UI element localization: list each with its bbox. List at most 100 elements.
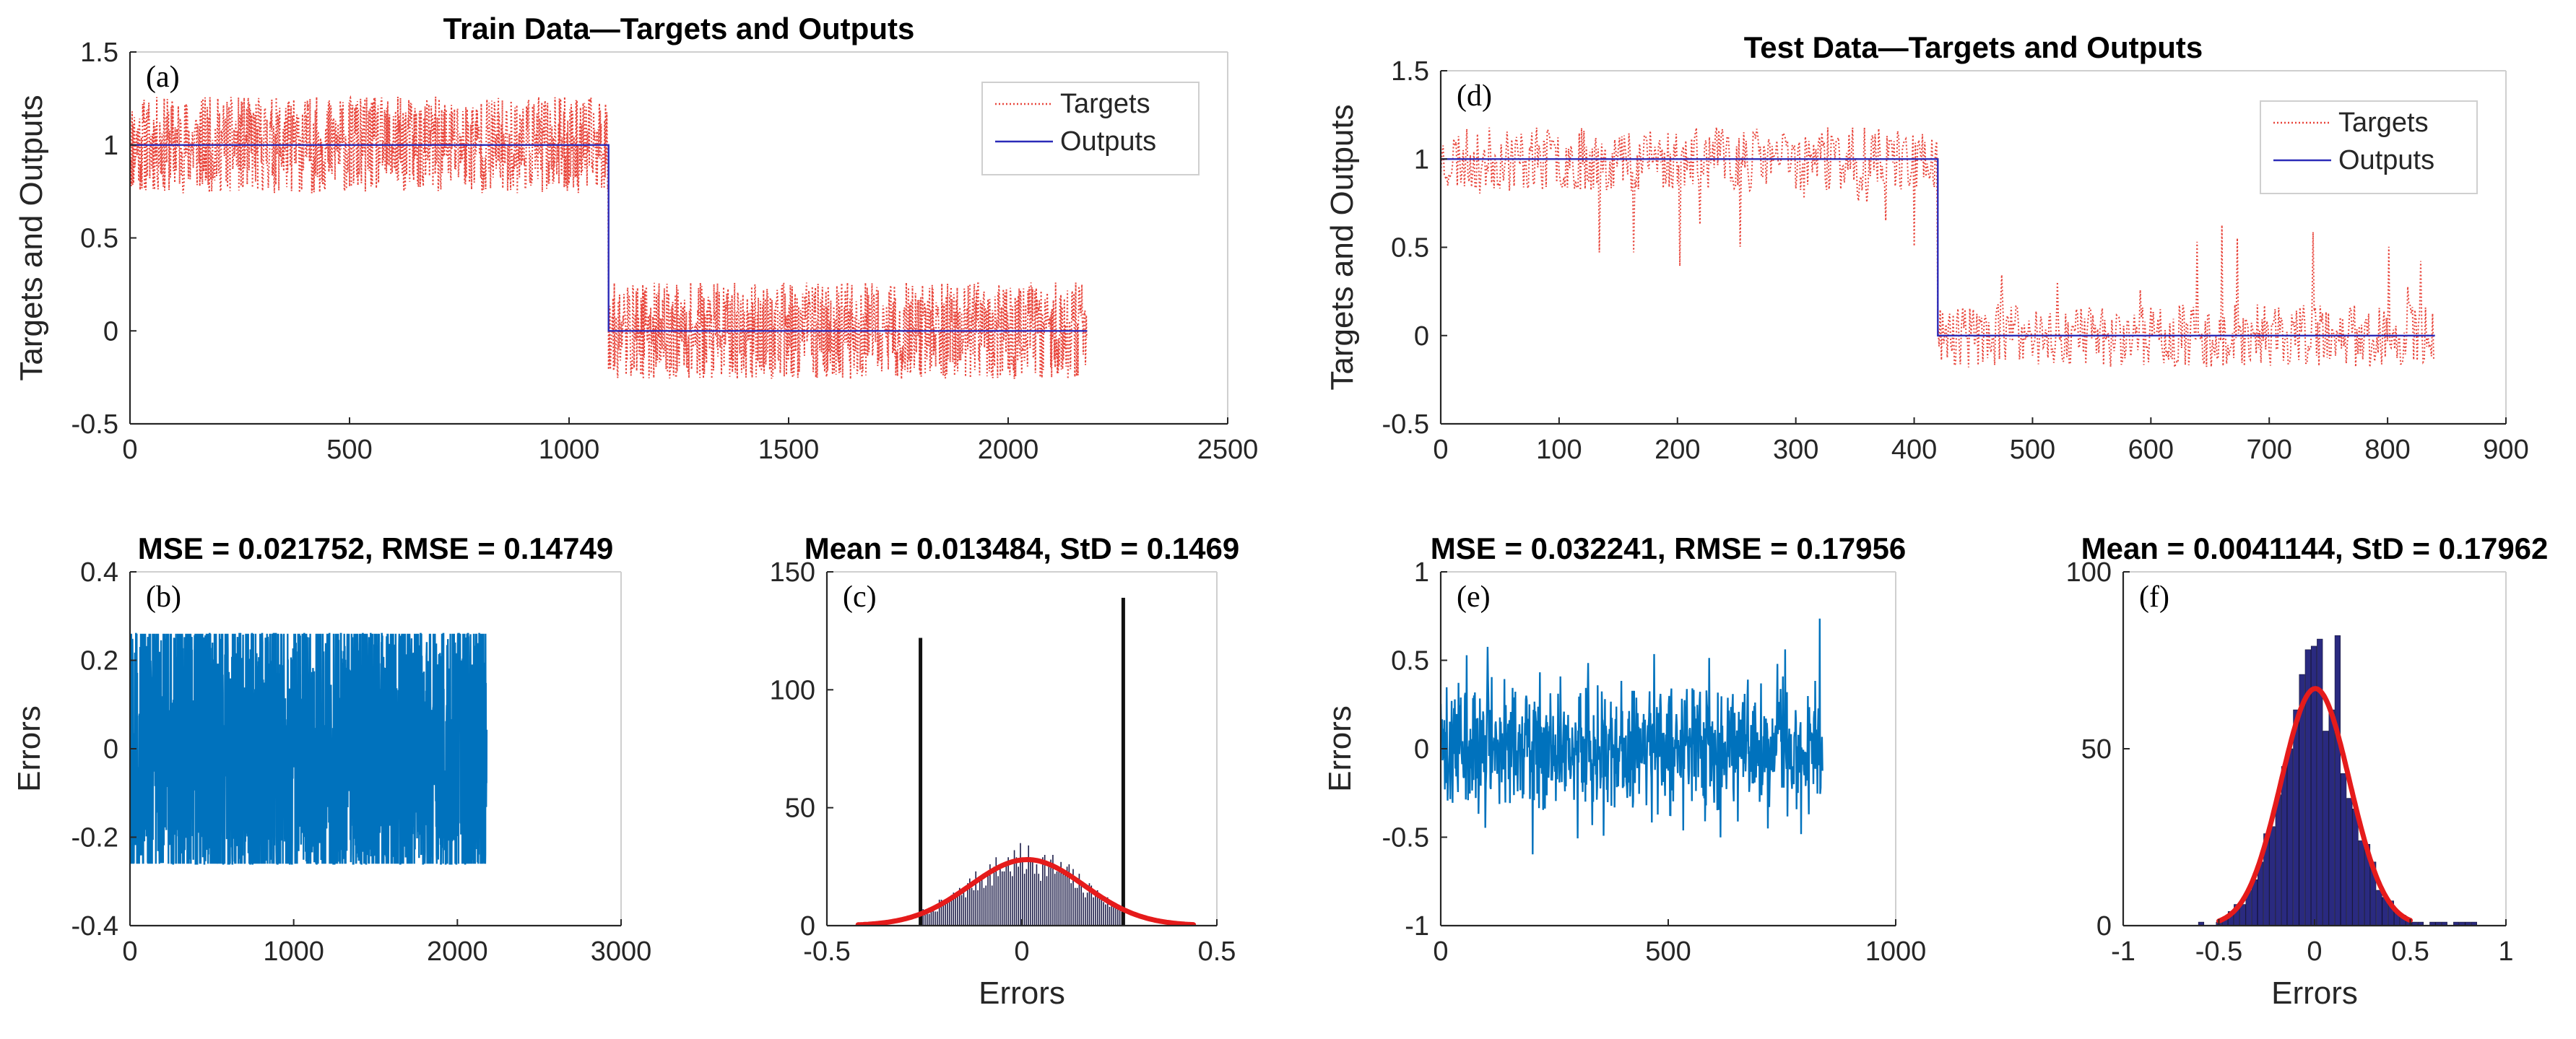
histogram-bar bbox=[2287, 748, 2294, 926]
histogram-bar bbox=[997, 876, 999, 926]
histogram-bar bbox=[2358, 840, 2364, 926]
histogram-bar bbox=[2352, 809, 2359, 926]
plot-content bbox=[2198, 635, 2477, 926]
histogram-bar bbox=[1032, 861, 1033, 926]
y-tick-label: 0 bbox=[103, 734, 118, 765]
histogram-bar bbox=[1023, 874, 1025, 926]
histogram-bar bbox=[1080, 880, 1083, 926]
histogram-bar bbox=[1046, 876, 1048, 926]
histogram-bar bbox=[977, 890, 979, 926]
panel-tag: (e) bbox=[1457, 581, 1491, 614]
histogram-bar bbox=[2341, 773, 2347, 926]
x-tick-label: 0 bbox=[1014, 936, 1029, 967]
histogram-bar bbox=[2328, 709, 2335, 926]
x-tick-label: -0.5 bbox=[803, 936, 850, 967]
y-axis-label: Targets and Outputs bbox=[14, 95, 49, 381]
y-tick-label: -0.5 bbox=[1382, 409, 1429, 440]
x-tick-label: 2000 bbox=[978, 435, 1039, 465]
histogram-bar bbox=[932, 909, 934, 926]
histogram-bar bbox=[1044, 855, 1046, 926]
chart-title: Test Data—Targets and Outputs bbox=[1744, 30, 2203, 64]
histogram-bar bbox=[955, 897, 956, 926]
y-tick-label: -0.2 bbox=[71, 823, 118, 853]
y-tick-label: 1 bbox=[1414, 144, 1429, 175]
histogram-bar bbox=[2323, 731, 2329, 926]
legend-box bbox=[981, 82, 1200, 175]
histogram-bar bbox=[1010, 871, 1011, 926]
histogram-bar bbox=[2281, 766, 2288, 926]
histogram-bar bbox=[1070, 883, 1072, 926]
y-tick-label: -1 bbox=[1405, 911, 1429, 942]
histogram-bar bbox=[940, 900, 942, 926]
y-tick-label: 0 bbox=[800, 911, 815, 942]
x-tick-label: 700 bbox=[2247, 435, 2292, 465]
histogram-bar bbox=[1098, 897, 1101, 926]
panel-tag: (f) bbox=[2139, 581, 2169, 614]
histogram-bar bbox=[1005, 864, 1007, 926]
histogram-bar bbox=[957, 895, 958, 926]
y-tick-label: 1 bbox=[103, 131, 118, 161]
histogram-bar bbox=[1042, 857, 1044, 926]
chart-title: Mean = 0.0041144, StD = 0.17962 bbox=[2081, 531, 2549, 565]
panel-d: 0 100 200 300 400 500 600 700 800 900-0.500.511.5… bbox=[1324, 30, 2529, 465]
histogram-bar bbox=[1052, 855, 1054, 926]
x-tick-label: 500 bbox=[2010, 435, 2055, 465]
histogram-bar bbox=[1058, 866, 1060, 926]
histogram-bar bbox=[1040, 880, 1041, 926]
histogram-bar bbox=[979, 880, 981, 926]
histogram-bar bbox=[1028, 845, 1030, 926]
histogram-bar bbox=[2317, 638, 2323, 926]
legend-label-outputs: Outputs bbox=[2338, 145, 2434, 175]
series-errors-line bbox=[1441, 618, 1823, 855]
series-errors-line bbox=[130, 632, 488, 865]
histogram-bar bbox=[1095, 895, 1096, 926]
x-tick-label: 600 bbox=[2128, 435, 2174, 465]
x-tick-label: 500 bbox=[326, 435, 372, 465]
y-tick-label: 150 bbox=[770, 557, 815, 588]
panel-tag: (c) bbox=[843, 581, 877, 614]
panel-b: 0 1000 2000 3000 -0.4 -0.2 0 0.2 0.4 MSE = 0.0217… bbox=[12, 531, 651, 967]
histogram-bar bbox=[971, 887, 973, 926]
x-tick-label: 500 bbox=[1645, 936, 1691, 967]
histogram-bar bbox=[1003, 871, 1005, 926]
y-tick-label: 1 bbox=[1414, 557, 1429, 588]
histogram-bar bbox=[1072, 869, 1074, 926]
histogram-bar bbox=[1086, 892, 1088, 926]
y-tick-label: 0.2 bbox=[80, 646, 118, 677]
histogram-bar bbox=[1113, 902, 1114, 926]
histogram-bar bbox=[1038, 874, 1040, 926]
x-tick-label: 800 bbox=[2364, 435, 2410, 465]
y-tick-label: -0.4 bbox=[71, 911, 118, 942]
histogram-bar bbox=[1015, 857, 1018, 926]
histogram-bar bbox=[1018, 866, 1019, 926]
y-tick-label: 0.5 bbox=[1391, 646, 1429, 677]
x-tick-label: 0.5 bbox=[2391, 936, 2429, 967]
x-axis-label: Errors bbox=[979, 975, 1065, 1011]
histogram-bar bbox=[958, 887, 960, 926]
histogram-bar bbox=[1064, 874, 1066, 926]
histogram-bar bbox=[1078, 874, 1080, 926]
legend-label-outputs: Outputs bbox=[1060, 126, 1156, 157]
y-tick-label: 1.5 bbox=[1391, 56, 1429, 87]
x-tick-label: -0.5 bbox=[2195, 936, 2242, 967]
histogram-bar bbox=[981, 878, 983, 926]
x-tick-label: 400 bbox=[1891, 435, 1937, 465]
histogram-bar bbox=[2304, 649, 2311, 926]
panel-tag: (d) bbox=[1457, 79, 1492, 113]
x-tick-label: 200 bbox=[1655, 435, 1700, 465]
x-tick-label: -1 bbox=[2111, 936, 2135, 967]
histogram-bar bbox=[1083, 892, 1084, 926]
histogram-bar bbox=[973, 890, 975, 926]
histogram-bar bbox=[1048, 864, 1050, 926]
normal-fit-curve bbox=[2216, 686, 2413, 924]
legend-label-targets: Targets bbox=[2338, 108, 2429, 138]
histogram-bar bbox=[1106, 897, 1109, 926]
y-tick-label: -0.5 bbox=[71, 409, 118, 440]
panel-tag: (b) bbox=[146, 581, 181, 614]
histogram-bar bbox=[1075, 887, 1076, 926]
